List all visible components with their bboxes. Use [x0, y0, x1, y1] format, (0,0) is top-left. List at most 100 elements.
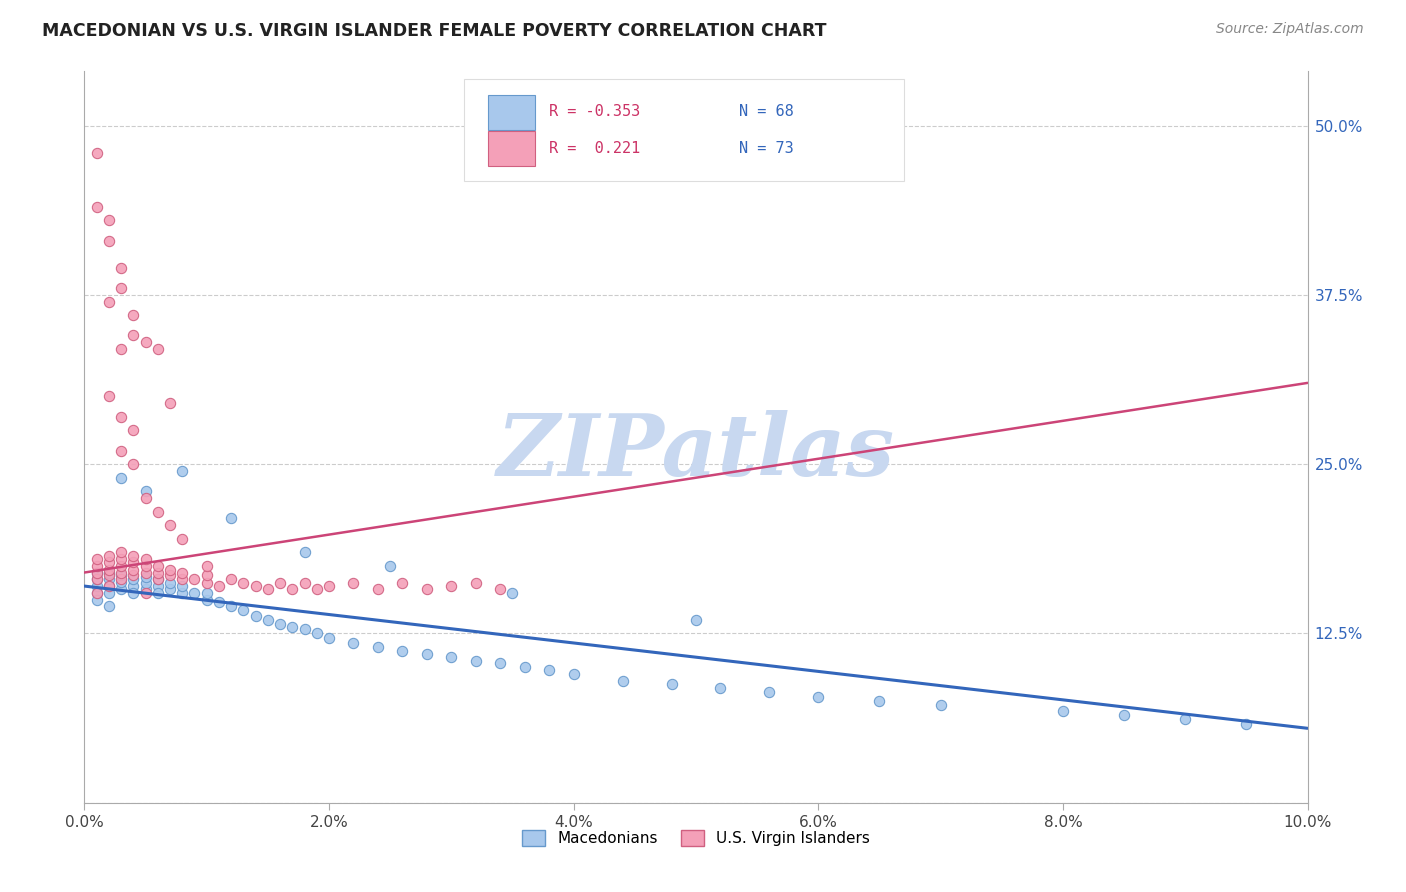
Point	[146, 586, 169, 600]
Point	[97, 566, 120, 580]
Point	[122, 572, 145, 586]
Point	[305, 626, 328, 640]
Point	[86, 552, 108, 566]
Point	[135, 558, 157, 573]
Point	[367, 582, 389, 596]
Point	[502, 586, 524, 600]
Point	[97, 549, 120, 564]
Point	[269, 617, 291, 632]
Point	[269, 576, 291, 591]
Point	[489, 657, 512, 671]
Point	[97, 599, 120, 614]
Text: Source: ZipAtlas.com: Source: ZipAtlas.com	[1216, 22, 1364, 37]
Point	[464, 576, 486, 591]
FancyBboxPatch shape	[488, 131, 534, 167]
Point	[110, 260, 132, 275]
Point	[538, 663, 561, 677]
FancyBboxPatch shape	[464, 78, 904, 181]
Text: R =  0.221: R = 0.221	[550, 141, 641, 156]
Point	[97, 234, 120, 248]
Point	[195, 592, 218, 607]
Point	[183, 586, 205, 600]
Point	[758, 684, 780, 698]
Point	[97, 572, 120, 586]
Text: MACEDONIAN VS U.S. VIRGIN ISLANDER FEMALE POVERTY CORRELATION CHART: MACEDONIAN VS U.S. VIRGIN ISLANDER FEMAL…	[42, 22, 827, 40]
Point	[97, 579, 120, 593]
Point	[159, 563, 181, 577]
Point	[110, 342, 132, 356]
Point	[219, 599, 242, 614]
Point	[110, 558, 132, 573]
Point	[86, 586, 108, 600]
Point	[562, 667, 585, 681]
Point	[122, 423, 145, 437]
Point	[97, 563, 120, 577]
Point	[110, 572, 132, 586]
Point	[172, 579, 194, 593]
Point	[110, 574, 132, 589]
Point	[159, 396, 181, 410]
Point	[612, 673, 634, 688]
Point	[97, 586, 120, 600]
Point	[146, 558, 169, 573]
Text: N = 73: N = 73	[738, 141, 793, 156]
Legend: Macedonians, U.S. Virgin Islanders: Macedonians, U.S. Virgin Islanders	[515, 822, 877, 854]
Point	[146, 572, 169, 586]
Point	[97, 389, 120, 403]
Point	[146, 572, 169, 586]
Point	[929, 698, 952, 713]
Point	[146, 566, 169, 580]
Point	[110, 566, 132, 580]
Point	[86, 592, 108, 607]
Point	[97, 213, 120, 227]
Point	[135, 491, 157, 505]
Point	[1114, 707, 1136, 722]
Point	[195, 558, 218, 573]
Point	[318, 631, 340, 645]
Point	[86, 586, 108, 600]
Point	[709, 681, 731, 695]
Point	[183, 572, 205, 586]
Text: N = 68: N = 68	[738, 104, 793, 120]
Point	[232, 603, 254, 617]
Point	[416, 582, 439, 596]
Point	[110, 552, 132, 566]
Point	[440, 579, 463, 593]
Point	[1174, 712, 1197, 726]
Point	[513, 660, 536, 674]
Point	[122, 555, 145, 569]
Point	[232, 576, 254, 591]
Point	[122, 308, 145, 322]
Point	[86, 566, 108, 580]
Point	[172, 532, 194, 546]
Point	[367, 640, 389, 654]
Point	[305, 582, 328, 596]
Point	[135, 582, 157, 596]
Point	[281, 620, 304, 634]
Point	[416, 647, 439, 661]
Point	[281, 582, 304, 596]
Point	[159, 518, 181, 533]
Point	[135, 569, 157, 583]
Point	[122, 586, 145, 600]
Point	[86, 145, 108, 160]
Point	[159, 576, 181, 591]
Text: ZIPatlas: ZIPatlas	[496, 410, 896, 493]
Point	[172, 566, 194, 580]
Point	[135, 566, 157, 580]
Point	[489, 582, 512, 596]
Point	[110, 568, 132, 582]
Point	[97, 294, 120, 309]
Point	[245, 608, 267, 623]
Point	[135, 335, 157, 350]
Point	[97, 555, 120, 569]
Point	[110, 582, 132, 596]
Point	[86, 558, 108, 573]
Point	[110, 409, 132, 424]
Point	[146, 342, 169, 356]
Point	[257, 613, 280, 627]
Point	[294, 576, 316, 591]
Point	[135, 586, 157, 600]
Point	[122, 328, 145, 343]
Text: R = -0.353: R = -0.353	[550, 104, 641, 120]
